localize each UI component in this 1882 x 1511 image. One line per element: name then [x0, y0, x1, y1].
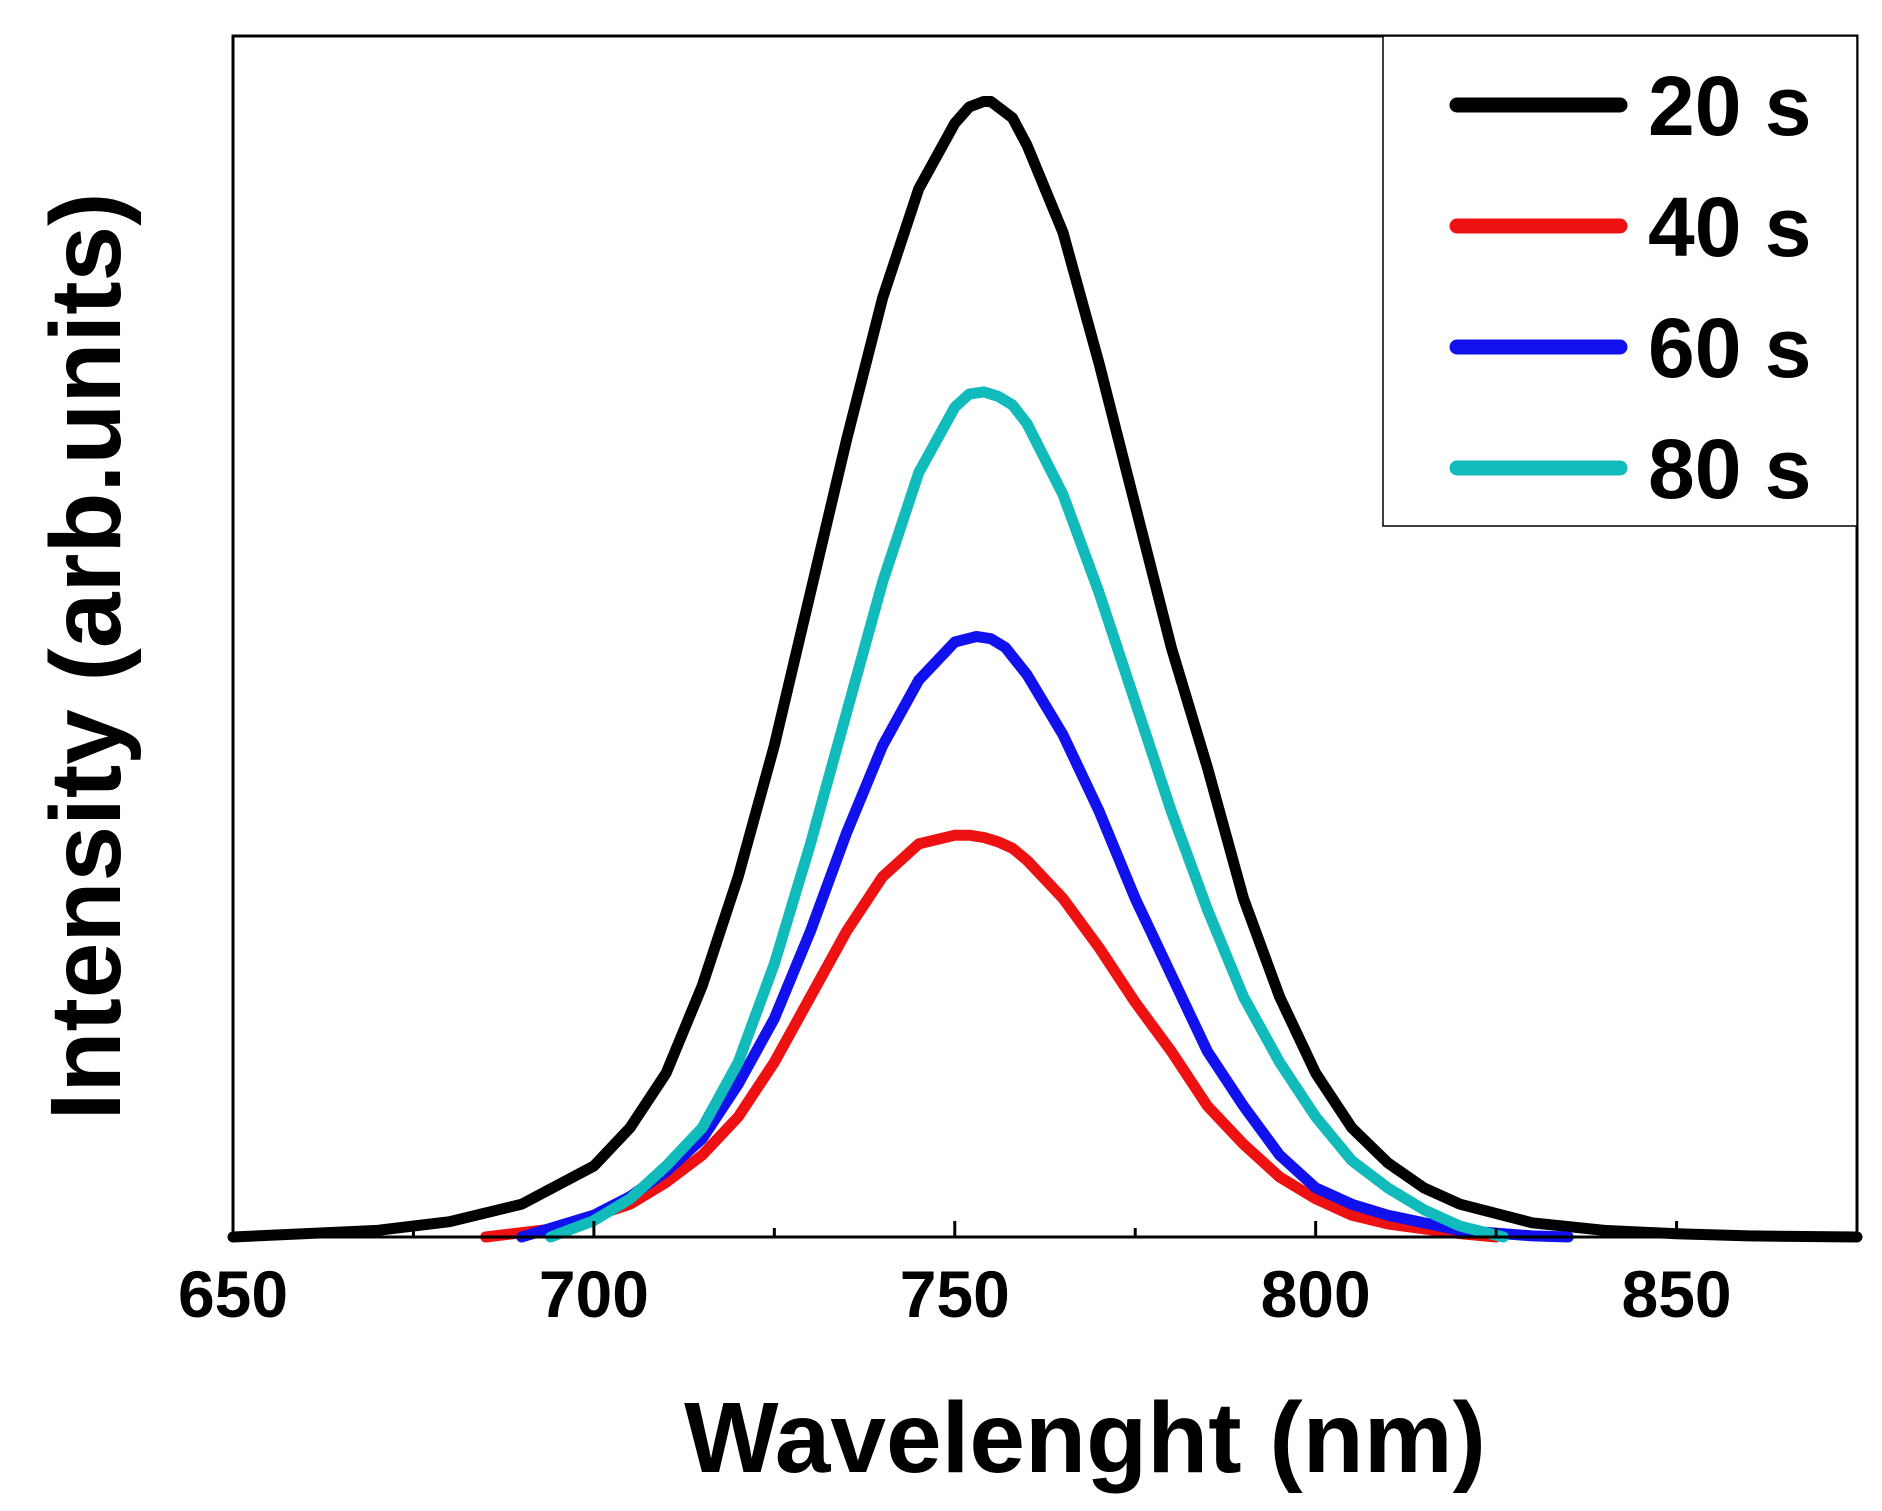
legend-label: 80 s [1648, 422, 1812, 516]
legend: 20 s 40 s 60 s 80 s [1382, 35, 1858, 527]
x-tick-label: 700 [539, 1257, 649, 1331]
x-axis-title: Wavelenght (nm) [684, 1382, 1486, 1494]
series-line-20s [227, 96, 1863, 1243]
series-group [227, 96, 1863, 1243]
series-line-80s [545, 386, 1509, 1243]
x-tick-label: 850 [1621, 1257, 1731, 1331]
legend-label: 20 s [1648, 59, 1812, 153]
x-tick-label: 650 [178, 1257, 288, 1331]
x-axis-ticks: 650 700 750 800 850 [178, 1221, 1732, 1331]
legend-label: 40 s [1648, 180, 1812, 274]
y-axis-title: Intensity (arb.units) [30, 193, 142, 1121]
legend-box [1382, 35, 1858, 527]
x-tick-label: 800 [1261, 1257, 1371, 1331]
plot-frame [231, 34, 1859, 1239]
x-tick-label: 750 [900, 1257, 1010, 1331]
legend-label: 60 s [1648, 301, 1812, 395]
series-line-40s [480, 829, 1502, 1243]
series-line-60s [516, 631, 1574, 1243]
